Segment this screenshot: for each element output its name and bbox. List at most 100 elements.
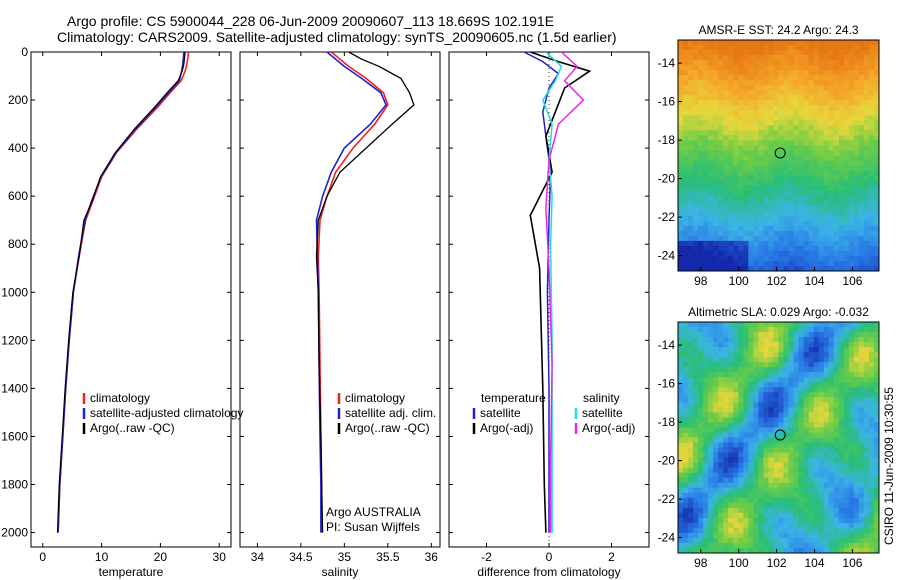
- sla_map-cell: [748, 522, 754, 529]
- sst_map-cell: [818, 85, 825, 91]
- sla_map-cell: [833, 412, 840, 418]
- sla_map-cell: [753, 477, 759, 484]
- sst_map-cell: [838, 220, 845, 227]
- sla_map-cell: [698, 392, 704, 398]
- sla_map-cell: [873, 422, 880, 428]
- sla_map-cell: [853, 487, 860, 494]
- sla_map-cell: [798, 352, 805, 358]
- sst_map-cell: [873, 230, 880, 237]
- sst_map-cell: [798, 105, 805, 111]
- sst_map-cell: [743, 240, 749, 247]
- sla_map-cell: [803, 332, 810, 338]
- sst_map-cell: [773, 50, 779, 56]
- sst_map-cell: [848, 75, 855, 81]
- sst_map-cell: [713, 155, 719, 161]
- sla_map-cell: [873, 352, 880, 358]
- sla_map-cell: [713, 437, 719, 443]
- sla_map-cell: [713, 427, 719, 433]
- sla_map-cell: [698, 432, 704, 438]
- sla_map-cell: [783, 397, 789, 403]
- sla_map-cell: [773, 392, 779, 398]
- sst_map-cell: [683, 70, 689, 76]
- sla_map-cell: [838, 517, 845, 524]
- sst_map-cell: [783, 140, 789, 146]
- sla_map-cell: [758, 487, 764, 494]
- sst_map-cell: [768, 255, 774, 262]
- sst_map-cell: [768, 195, 774, 202]
- sst_map-cell: [858, 135, 865, 141]
- sla_map-cell: [803, 322, 810, 328]
- sla_map-cell: [833, 422, 840, 428]
- sla_map-cell: [813, 457, 820, 464]
- sla_map-cell: [798, 322, 805, 328]
- sst_map-cell: [763, 245, 769, 252]
- sst_map-cell: [843, 200, 850, 207]
- sst_map-cell: [728, 205, 734, 212]
- sla_map-cell: [808, 492, 815, 499]
- sst_map-cell: [743, 150, 749, 156]
- sla_map-cell: [858, 532, 865, 539]
- sla_map-cell: [678, 352, 684, 358]
- sst_map-cell: [723, 180, 729, 187]
- sst_map-cell: [753, 80, 759, 86]
- sla_map-cell: [868, 472, 875, 479]
- sst_map-cell: [733, 75, 739, 81]
- sla_map-cell: [863, 542, 870, 549]
- sst_map-cell: [688, 115, 694, 121]
- sst_map-cell: [828, 260, 835, 267]
- sst_map-cell: [813, 185, 820, 192]
- sst_map-cell: [863, 60, 870, 66]
- sla_map-cell: [738, 387, 744, 393]
- sst_map-cell: [758, 75, 764, 81]
- sst_map-cell: [738, 140, 744, 146]
- sla_map-cell: [798, 507, 805, 514]
- sla_map-cell: [758, 397, 764, 403]
- difference-legend-temp-satellite: satellite: [480, 406, 521, 420]
- sst_map-cell: [773, 120, 779, 126]
- sst_map-cell: [778, 105, 784, 111]
- sst_map-cell: [763, 145, 769, 151]
- difference-legend-temperature-title: temperature: [481, 391, 546, 405]
- sla_map-cell: [868, 372, 875, 378]
- sla_map-cell: [733, 447, 739, 453]
- sst_map-cell: [743, 190, 749, 197]
- sst_map-cell: [728, 40, 734, 46]
- sst_map-cell: [828, 55, 835, 61]
- sla_map-cell: [868, 502, 875, 509]
- sla_map-cell: [723, 422, 729, 428]
- sla_map-cell: [783, 392, 789, 398]
- sla_map-cell: [698, 497, 704, 504]
- sst_map-cell: [718, 75, 724, 81]
- sst_map-cell: [838, 150, 845, 156]
- sst_map-cell: [738, 200, 744, 207]
- sst_map-cell: [858, 160, 865, 166]
- sla_map-cell: [798, 487, 805, 494]
- sst_map-cell: [813, 75, 820, 81]
- sla_map-cell: [733, 362, 739, 368]
- sst_map-cell: [833, 230, 840, 237]
- csiro-timestamp-label: CSIRO 11-Jun-2009 10:30:55: [882, 387, 896, 545]
- sst_map-cell: [818, 245, 825, 252]
- sla_map-cell: [828, 447, 835, 453]
- sla_map-cell: [698, 492, 704, 499]
- sst_map-cell: [708, 260, 714, 267]
- sst_map-cell: [698, 175, 704, 182]
- sst_map-cell: [718, 260, 724, 267]
- sst_map-cell: [788, 165, 794, 171]
- sst_map-xtick-label: 102: [767, 274, 787, 288]
- sla_map-cell: [858, 322, 865, 328]
- sla_map-cell: [783, 382, 789, 388]
- sst_map-cell: [823, 75, 830, 81]
- sla_map-cell: [798, 442, 805, 448]
- sst_map-cell: [828, 240, 835, 247]
- sst_map-cell: [728, 115, 734, 121]
- sla_map-cell: [743, 442, 749, 448]
- sla_map-cell: [713, 537, 719, 544]
- sla_map-cell: [768, 437, 774, 443]
- sla_map-cell: [678, 362, 684, 368]
- sst_map-cell: [788, 50, 794, 56]
- sst_map-cell: [718, 250, 724, 257]
- sla_map-cell: [693, 397, 699, 403]
- sla_map-cell: [853, 322, 860, 328]
- sst_map-cell: [798, 130, 805, 136]
